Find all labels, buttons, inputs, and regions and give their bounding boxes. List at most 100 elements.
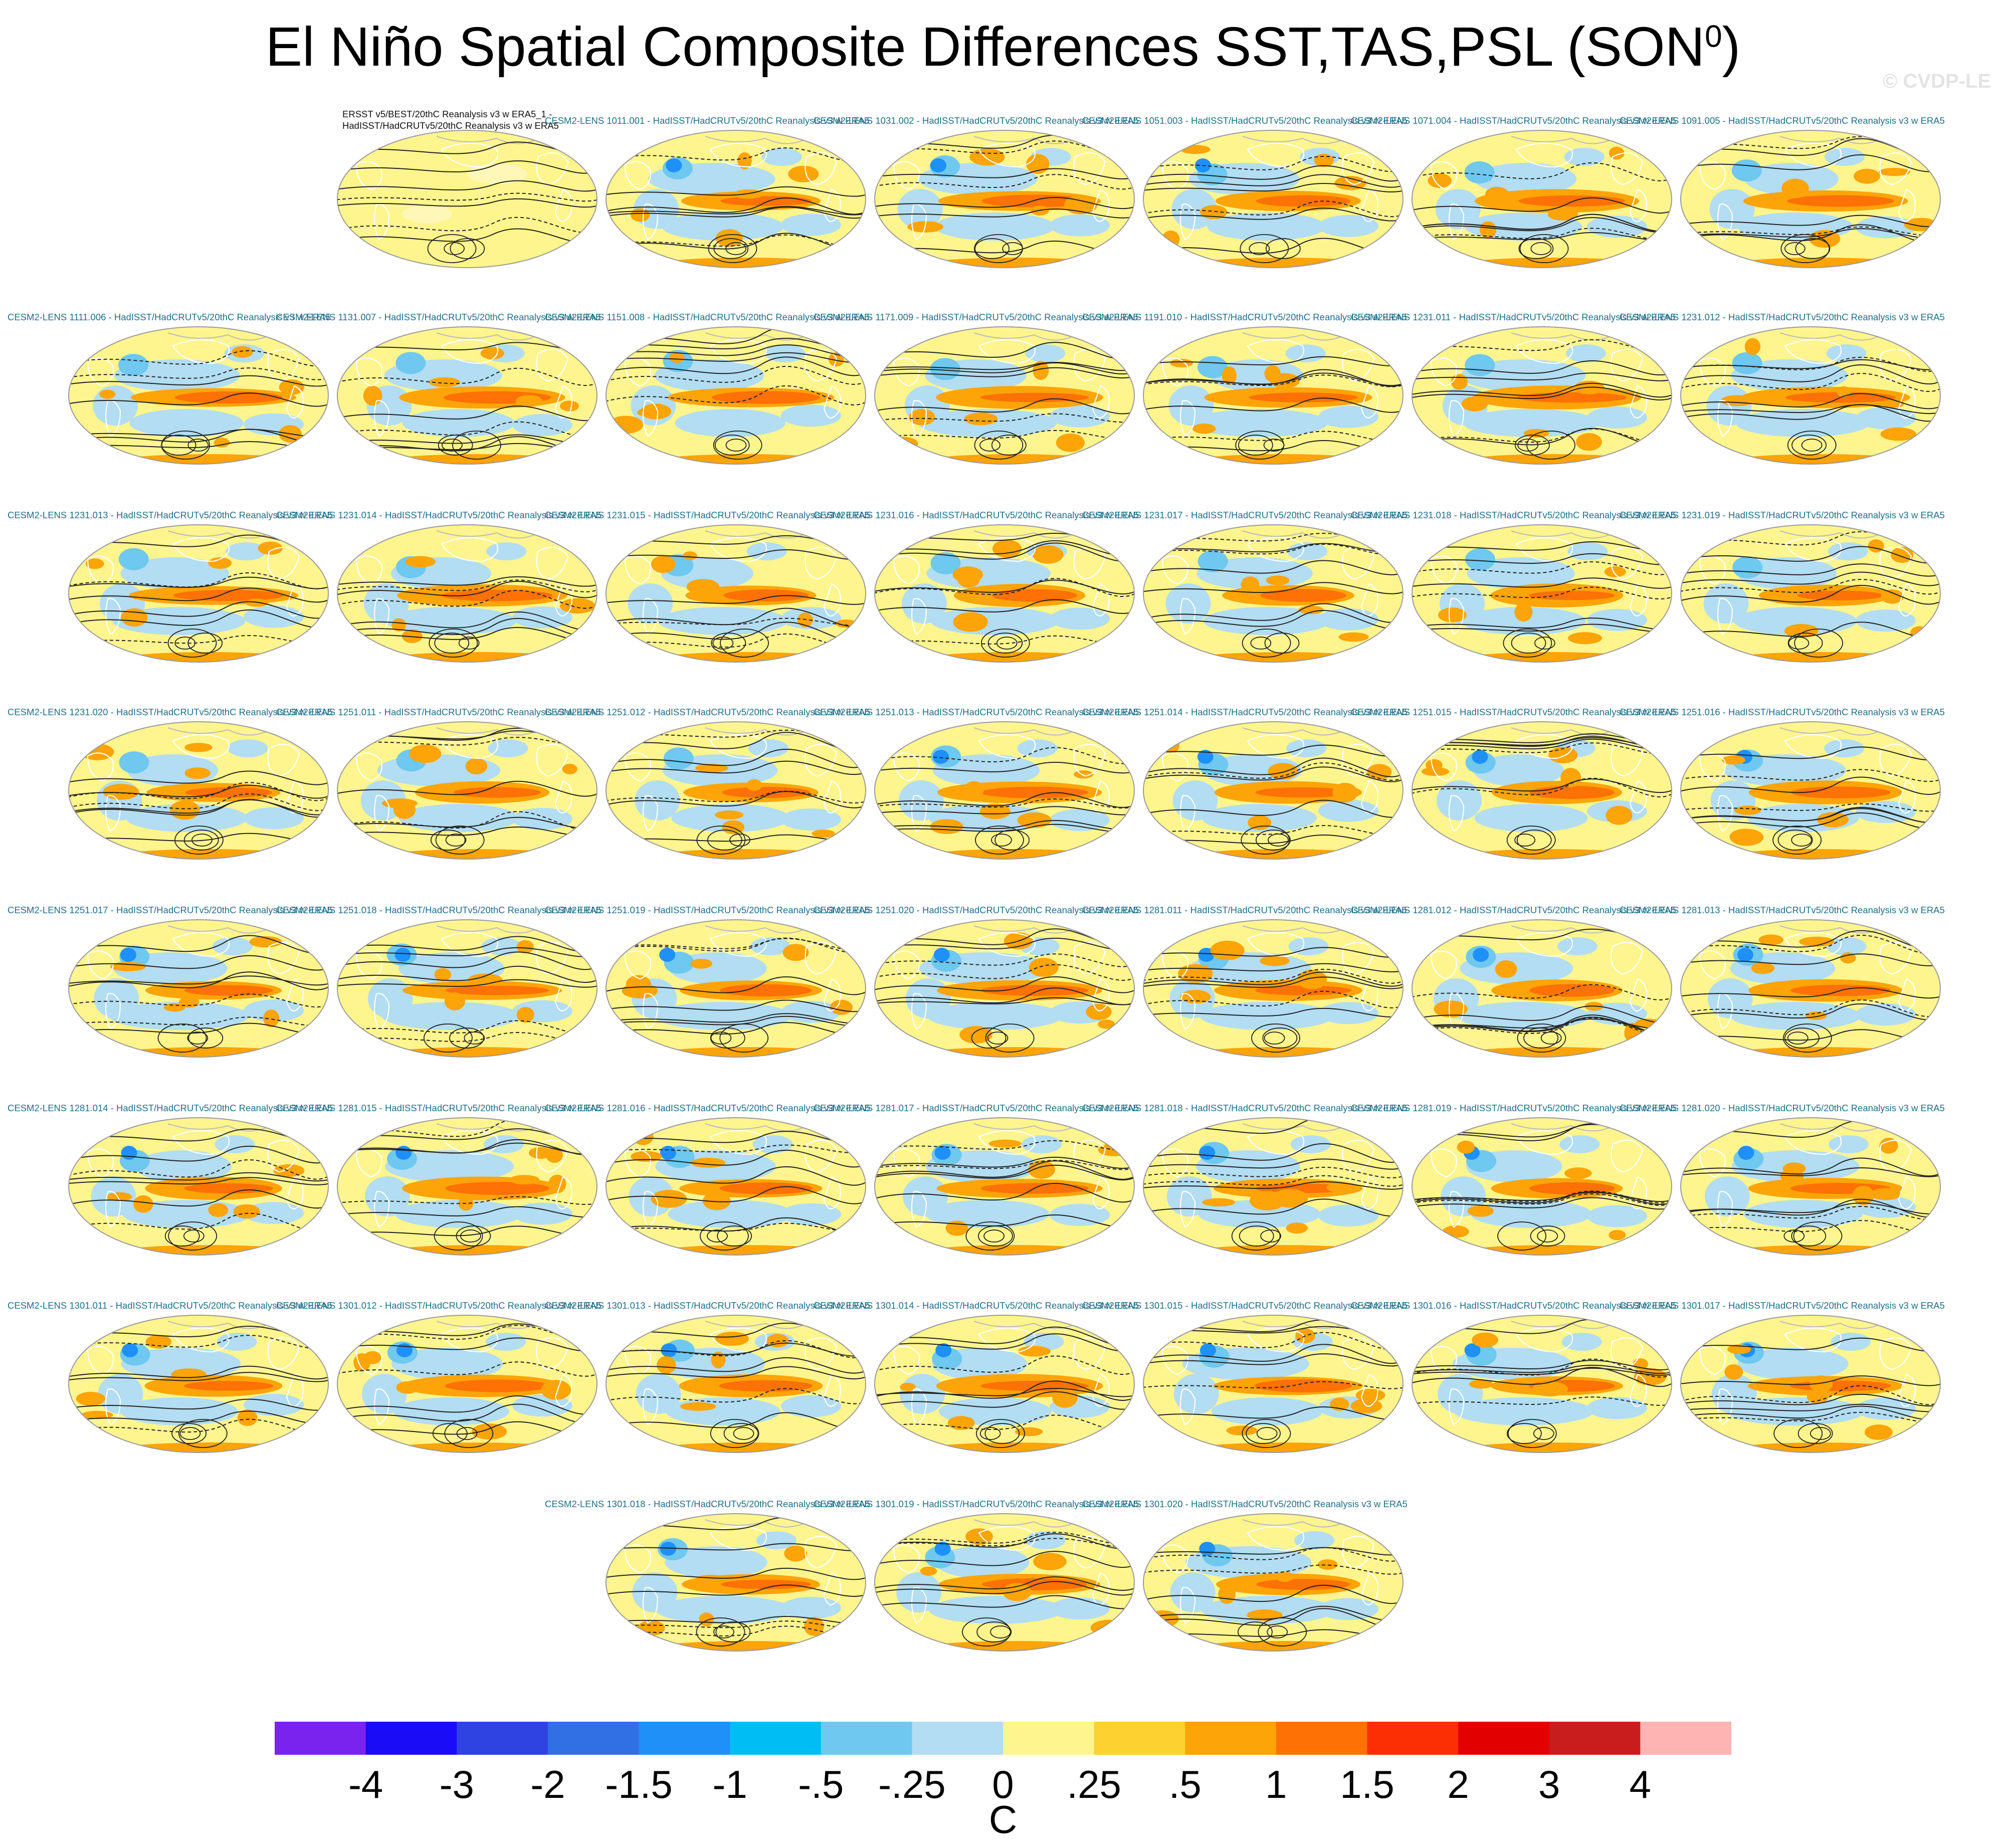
psl-contour <box>69 793 328 811</box>
continent-outline <box>536 152 569 185</box>
panel-caption: CESM2-LENS 1281.020 - HadISST/HadCRUTv5/… <box>1620 1103 1945 1113</box>
psl-contour <box>1143 397 1403 413</box>
continent-outline <box>373 1191 390 1228</box>
warm-tongue-core <box>184 1183 273 1194</box>
map-field <box>337 920 597 1057</box>
continent-outline <box>1179 203 1196 241</box>
psl-contour <box>1784 242 1806 255</box>
continent-outline <box>105 795 121 832</box>
warm-anomaly-patch <box>163 1003 185 1012</box>
continent-outline <box>355 357 382 387</box>
map-panel <box>1680 326 1941 465</box>
continent-outline <box>536 941 569 975</box>
psl-contour <box>708 234 757 263</box>
panel-caption: CESM2-LENS 1231.020 - HadISST/HadCRUTv5/… <box>8 707 333 717</box>
psl-contour <box>875 635 1134 646</box>
warm-anomaly-patch <box>363 385 382 406</box>
cool-anomaly-patch <box>1454 1397 1594 1425</box>
map-border <box>68 721 329 860</box>
map-border <box>68 1315 329 1453</box>
continent-outline <box>911 795 927 832</box>
panel-caption: CESM2-LENS 1251.018 - HadISST/HadCRUTv5/… <box>276 905 601 915</box>
colorbar-swatch <box>547 1722 639 1755</box>
map-field <box>69 1315 328 1453</box>
psl-contour <box>1518 238 1554 259</box>
map-border <box>1680 524 1941 663</box>
continent-outline <box>441 537 498 562</box>
continent-outline <box>805 152 838 185</box>
colorbar-tick-label: -1 <box>712 1762 747 1806</box>
warm-anomaly-patch <box>656 1641 836 1651</box>
panel-caption: CESM2-LENS 1301.011 - HadISST/HadCRUTv5/… <box>8 1300 332 1311</box>
cool-anomaly-patch <box>662 213 784 241</box>
weak-anomaly-patch <box>402 205 452 223</box>
psl-contour <box>1530 242 1552 255</box>
psl-contour <box>875 1576 1134 1591</box>
map-border <box>1680 326 1941 465</box>
map-panel <box>337 130 597 268</box>
continent-outline <box>805 546 838 580</box>
warm-anomaly-patch <box>964 412 998 426</box>
map-panel <box>606 1315 866 1453</box>
warm-anomaly-patch <box>737 152 752 169</box>
psl-contour <box>717 1225 752 1247</box>
continent-outline <box>105 1191 121 1228</box>
cool-anomaly-patch <box>1730 1002 1861 1030</box>
cold-anomaly-patch <box>395 1146 412 1160</box>
cool-anomaly-patch <box>636 1374 681 1414</box>
psl-contour <box>1143 165 1403 182</box>
psl-contour <box>69 1189 328 1209</box>
psl-contour <box>1143 1181 1403 1190</box>
cool-anomaly-patch <box>120 557 230 589</box>
warm-tongue-core <box>1797 590 1884 600</box>
psl-contour <box>1412 1364 1672 1374</box>
warm-anomaly-patch <box>1193 258 1373 268</box>
psl-contour <box>606 1013 866 1024</box>
psl-contour <box>1412 214 1672 232</box>
colorbar <box>275 1722 1731 1755</box>
cool-anomaly-patch <box>212 937 253 955</box>
psl-contour <box>1412 1367 1672 1376</box>
psl-contour <box>337 590 597 609</box>
psl-contour <box>449 1028 484 1049</box>
cold-anomaly-patch <box>660 1542 676 1556</box>
warm-anomaly-patch <box>80 743 114 760</box>
cool-anomaly-patch <box>896 1572 942 1612</box>
colorbar-swatch <box>1640 1722 1731 1755</box>
psl-contour <box>1256 830 1291 851</box>
arctic-coastline <box>705 136 806 144</box>
psl-contour <box>1239 1225 1274 1247</box>
cold-anomaly-patch <box>660 1146 676 1160</box>
psl-contour <box>1681 953 1940 966</box>
warm-tongue-core <box>1255 787 1351 798</box>
cool-anomaly-patch <box>1744 163 1839 195</box>
panel-caption: CESM2-LENS 1281.016 - HadISST/HadCRUTv5/… <box>545 1103 870 1113</box>
warm-anomaly-patch <box>1568 632 1602 645</box>
continent-outline <box>267 546 300 580</box>
psl-contour <box>725 242 747 255</box>
continent-outline <box>536 546 569 580</box>
warm-anomaly-patch <box>1462 1443 1642 1453</box>
warm-anomaly-patch <box>1744 338 1761 355</box>
warm-anomaly-patch <box>1268 763 1298 780</box>
psl-contour <box>1681 1405 1940 1420</box>
map-field <box>1681 1118 1940 1255</box>
warm-tongue-core <box>980 985 1089 996</box>
psl-contour <box>452 431 501 460</box>
cool-anomaly-patch <box>1567 542 1608 560</box>
psl-contour <box>1412 1005 1672 1023</box>
psl-contour <box>606 197 866 215</box>
colorbar-swatch <box>1094 1722 1185 1755</box>
cool-anomaly-patch <box>665 1546 767 1578</box>
map-field <box>875 1514 1134 1651</box>
psl-contour <box>337 192 597 202</box>
continent-outline <box>1247 1327 1304 1353</box>
continent-outline <box>1448 598 1465 635</box>
warm-anomaly-patch <box>1015 1427 1043 1436</box>
page-title: El Niño Spatial Composite Differences SS… <box>0 15 2006 79</box>
map-border <box>606 721 866 860</box>
map-border <box>1143 326 1403 465</box>
psl-contour <box>875 398 1134 415</box>
psl-contour <box>337 580 597 598</box>
map-panel <box>874 1117 1135 1256</box>
